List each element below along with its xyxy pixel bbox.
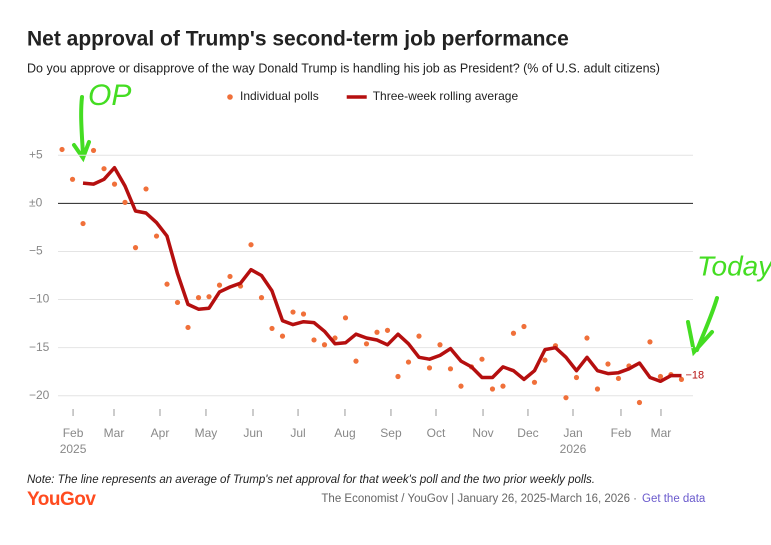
poll-dot (594, 386, 601, 392)
poll-dot (300, 311, 307, 317)
poll-dot (447, 366, 454, 372)
poll-dot (489, 386, 496, 392)
poll-dot (111, 181, 118, 187)
poll-dot (206, 294, 212, 300)
poll-dot (216, 282, 223, 288)
poll-dot (248, 242, 254, 248)
x-tick-label: Sep (380, 426, 402, 440)
poll-dot (122, 199, 128, 205)
logo: YouGov (27, 489, 96, 510)
poll-dot (342, 315, 349, 321)
poll-dot (195, 295, 202, 301)
hand-annotation: OP (88, 79, 131, 112)
poll-dot (437, 342, 443, 348)
data-link[interactable]: Get the data (642, 493, 706, 505)
poll-dot (521, 323, 527, 330)
poll-dot (363, 341, 370, 347)
poll-dot (678, 376, 685, 383)
poll-dot (416, 333, 422, 339)
poll-dot (563, 395, 569, 401)
y-tick-label: −15 (29, 340, 50, 354)
poll-dot (647, 339, 653, 345)
poll-dot (374, 329, 380, 335)
poll-dot (584, 335, 590, 341)
x-tick-label: Dec (517, 426, 538, 440)
poll-dot (405, 359, 412, 365)
y-tick-label: −5 (29, 244, 43, 258)
hand-arrow (686, 296, 719, 357)
x-tick-label: Apr (151, 426, 170, 440)
poll-dot (258, 295, 265, 301)
poll-dot (657, 373, 664, 380)
x-tick-label: Jun (243, 426, 262, 440)
y-tick-label: −10 (29, 292, 50, 306)
poll-dot (69, 176, 76, 182)
y-tick-label: ±0 (29, 196, 43, 210)
x-tick-label: May (195, 426, 218, 440)
poll-dot (279, 333, 286, 339)
x-tick-label: Mar (104, 426, 125, 440)
poll-dot (90, 147, 97, 154)
poll-dot (269, 325, 275, 332)
poll-dot (615, 375, 622, 382)
poll-dot (321, 342, 328, 348)
legend-label: Three-week rolling average (373, 89, 519, 103)
poll-dot (573, 374, 580, 381)
hand-annotation: Today (697, 250, 771, 281)
chart-subtitle: Do you approve or disapprove of the way … (27, 61, 660, 75)
poll-dot (510, 330, 517, 336)
x-year-label: 2025 (60, 442, 87, 456)
x-tick-label: Feb (63, 426, 84, 440)
poll-dot (426, 365, 433, 371)
poll-dot (353, 358, 359, 364)
poll-dot (153, 233, 160, 239)
legend-marker (227, 94, 233, 100)
x-tick-label: Mar (651, 426, 672, 440)
poll-dot (384, 327, 391, 333)
note: Note: The line represents an average of … (27, 474, 595, 486)
source: The Economist / YouGov | January 26, 202… (321, 493, 637, 505)
poll-dot (164, 281, 170, 287)
x-tick-label: Nov (472, 426, 493, 440)
legend-label: Individual polls (240, 89, 319, 103)
rolling-average-line (82, 165, 682, 384)
poll-dot (59, 146, 65, 153)
poll-dot (531, 379, 538, 385)
poll-dot (332, 335, 338, 341)
poll-dot (132, 245, 139, 251)
chart-title: Net approval of Trump's second-term job … (27, 28, 569, 51)
poll-dot (101, 166, 107, 172)
poll-dot (500, 383, 506, 389)
poll-dot (636, 399, 643, 406)
x-tick-label: Jul (290, 426, 305, 440)
poll-dot (542, 357, 548, 363)
x-tick-label: Jan (563, 426, 582, 440)
hand-arrow (72, 95, 91, 163)
y-tick-label: +5 (29, 147, 43, 161)
x-year-label: 2026 (560, 442, 587, 456)
poll-dot (143, 186, 149, 192)
poll-dot (605, 361, 611, 367)
end-label: −18 (685, 369, 704, 381)
poll-dot (395, 373, 401, 380)
poll-dot (80, 220, 86, 227)
x-tick-label: Oct (427, 426, 446, 440)
poll-dot (458, 383, 464, 389)
poll-dot (185, 324, 191, 331)
poll-dot (174, 299, 181, 306)
poll-dot (311, 337, 317, 343)
poll-dot (290, 309, 296, 315)
poll-dot (227, 273, 233, 280)
poll-dot (479, 356, 485, 362)
x-tick-label: Aug (334, 426, 355, 440)
y-tick-label: −20 (29, 388, 50, 402)
x-tick-label: Feb (611, 426, 632, 440)
